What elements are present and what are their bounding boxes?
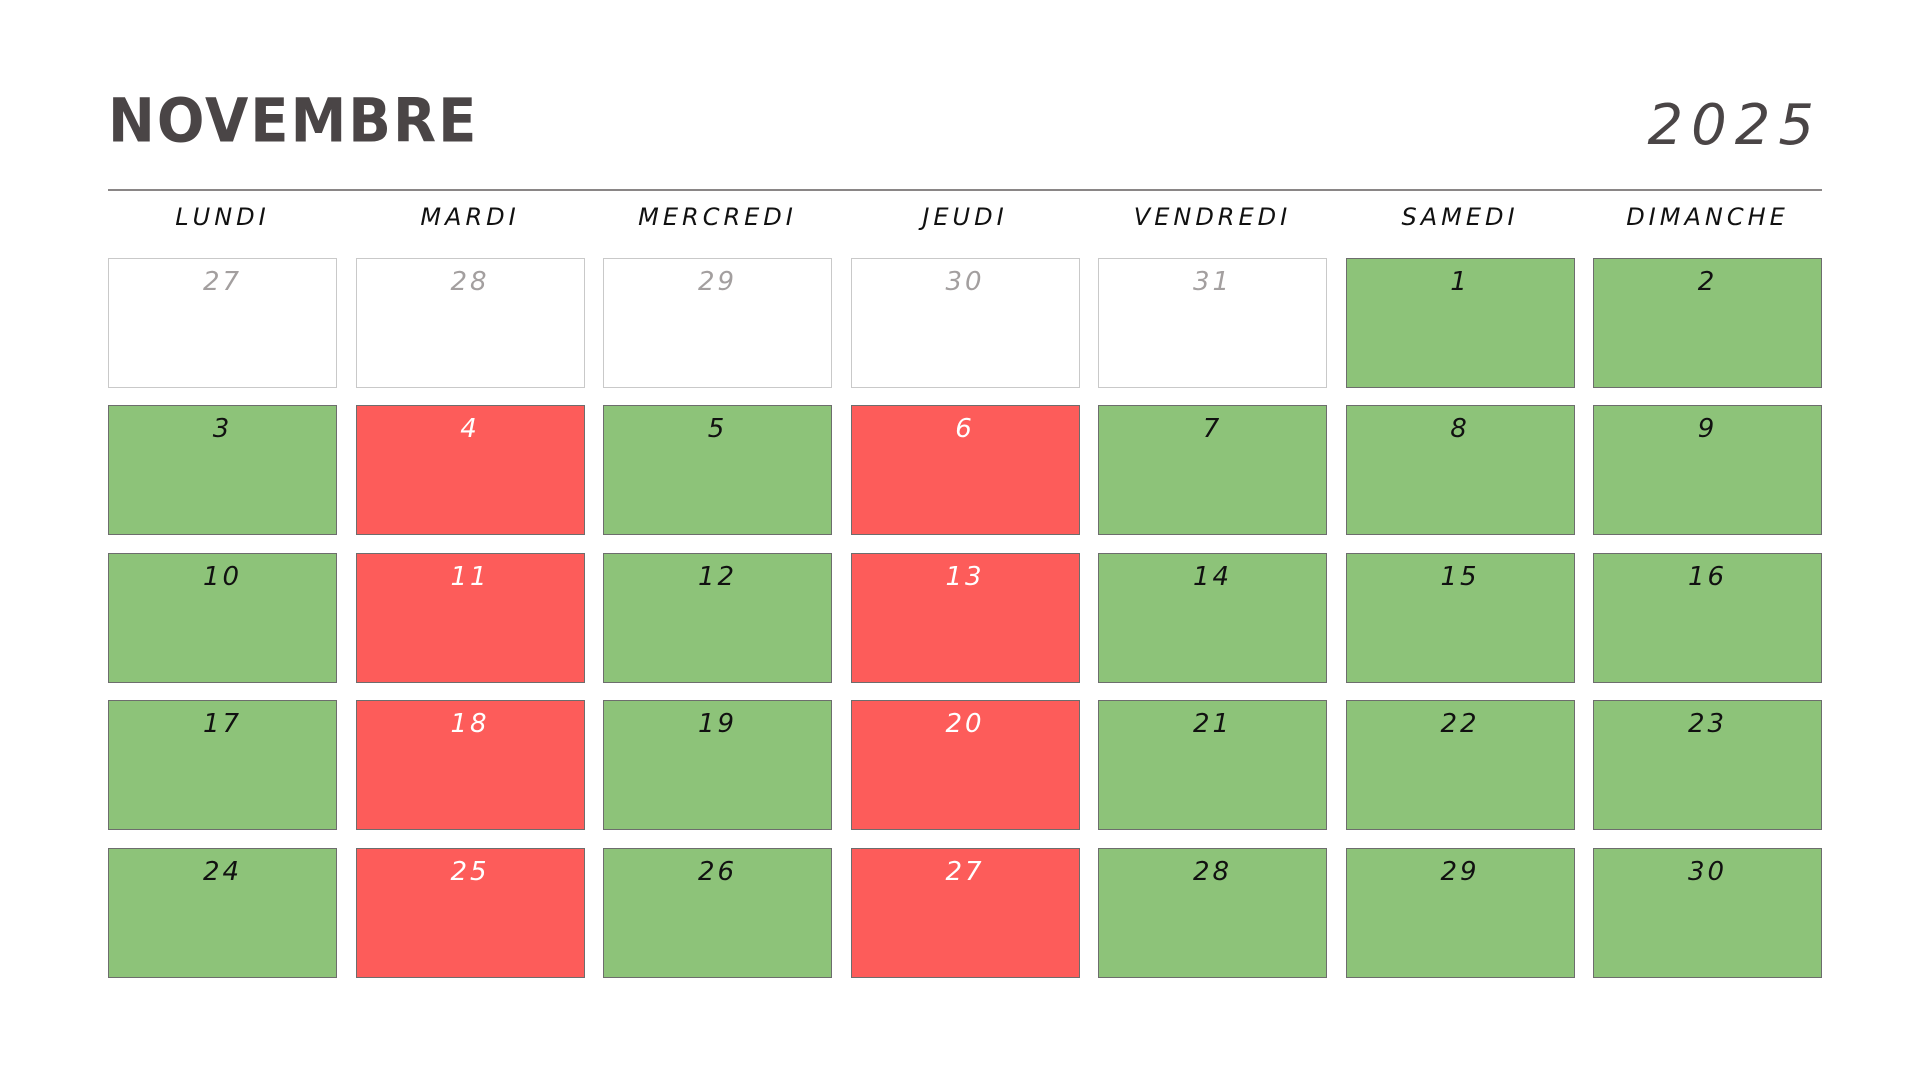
weekday-header-row: LUNDI MARDI MERCREDI JEUDI VENDREDI SAME… (108, 202, 1822, 232)
day-number: 14 (1192, 562, 1233, 592)
weekday-vendredi: VENDREDI (1133, 203, 1292, 231)
day-number: 7 (1202, 414, 1223, 444)
day-cell[interactable]: 19 (603, 700, 832, 830)
day-number: 19 (697, 709, 738, 739)
day-cell[interactable]: 12 (603, 553, 832, 683)
weekday-dimanche: DIMANCHE (1626, 203, 1789, 231)
day-number: 4 (460, 414, 480, 444)
day-cell[interactable]: 28 (1098, 848, 1327, 978)
day-cell[interactable]: 14 (1098, 553, 1327, 683)
day-cell[interactable]: 6 (850, 405, 1080, 535)
day-cell[interactable]: 21 (1098, 700, 1327, 830)
day-number: 13 (945, 562, 985, 592)
day-cell[interactable]: 24 (108, 848, 337, 978)
day-number: 29 (697, 267, 738, 297)
day-number: 27 (202, 267, 243, 297)
day-cell-outside-month[interactable]: 27 (108, 258, 337, 388)
header-divider (108, 189, 1822, 191)
day-number: 10 (202, 562, 243, 592)
day-cell[interactable]: 26 (603, 848, 832, 978)
day-number: 8 (1450, 414, 1470, 444)
day-cell[interactable]: 30 (1593, 848, 1822, 978)
day-number: 31 (1192, 267, 1233, 297)
day-number: 23 (1687, 709, 1728, 739)
day-cell[interactable]: 27 (850, 848, 1080, 978)
day-number: 3 (212, 414, 233, 444)
day-number: 2 (1697, 267, 1718, 297)
day-number: 28 (450, 267, 490, 297)
year-title: 2025 (1647, 93, 1822, 158)
day-cell-outside-month[interactable]: 28 (355, 258, 585, 388)
day-cell[interactable]: 10 (108, 553, 337, 683)
day-cell-outside-month[interactable]: 29 (603, 258, 832, 388)
day-cell-outside-month[interactable]: 31 (1098, 258, 1327, 388)
day-cell[interactable]: 1 (1345, 258, 1575, 388)
weekday-samedi: SAMEDI (1401, 203, 1519, 231)
day-number: 30 (945, 267, 985, 297)
day-number: 1 (1450, 267, 1470, 297)
day-cell[interactable]: 20 (850, 700, 1080, 830)
day-cell[interactable]: 13 (850, 553, 1080, 683)
day-number: 30 (1687, 857, 1728, 887)
day-cell[interactable]: 8 (1345, 405, 1575, 535)
day-number: 24 (202, 857, 243, 887)
day-number: 25 (450, 857, 490, 887)
day-number: 20 (945, 709, 985, 739)
day-number: 29 (1440, 857, 1480, 887)
day-cell[interactable]: 15 (1345, 553, 1575, 683)
day-cell[interactable]: 25 (355, 848, 585, 978)
day-number: 11 (450, 562, 490, 592)
month-title: NOVEMBRE (108, 86, 479, 157)
day-cell[interactable]: 23 (1593, 700, 1822, 830)
day-number: 26 (697, 857, 738, 887)
day-cell[interactable]: 16 (1593, 553, 1822, 683)
day-number: 28 (1192, 857, 1233, 887)
day-cell[interactable]: 9 (1593, 405, 1822, 535)
day-cell-outside-month[interactable]: 30 (850, 258, 1080, 388)
day-number: 9 (1697, 414, 1718, 444)
day-number: 15 (1440, 562, 1480, 592)
day-number: 17 (202, 709, 243, 739)
weekday-mardi: MARDI (420, 203, 520, 231)
day-number: 27 (945, 857, 985, 887)
weekday-lundi: LUNDI (175, 203, 270, 231)
day-number: 22 (1440, 709, 1480, 739)
day-cell[interactable]: 17 (108, 700, 337, 830)
day-number: 6 (955, 414, 975, 444)
day-cell[interactable]: 2 (1593, 258, 1822, 388)
day-cell[interactable]: 7 (1098, 405, 1327, 535)
day-number: 5 (707, 414, 728, 444)
day-number: 16 (1687, 562, 1728, 592)
day-number: 21 (1192, 709, 1233, 739)
day-cell[interactable]: 18 (355, 700, 585, 830)
day-cell[interactable]: 3 (108, 405, 337, 535)
day-cell[interactable]: 29 (1345, 848, 1575, 978)
day-cell[interactable]: 5 (603, 405, 832, 535)
day-cell[interactable]: 4 (355, 405, 585, 535)
day-number: 12 (697, 562, 738, 592)
weekday-mercredi: MERCREDI (638, 203, 797, 231)
day-cell[interactable]: 22 (1345, 700, 1575, 830)
day-number: 18 (450, 709, 490, 739)
weekday-jeudi: JEUDI (922, 203, 1008, 231)
day-cell[interactable]: 11 (355, 553, 585, 683)
